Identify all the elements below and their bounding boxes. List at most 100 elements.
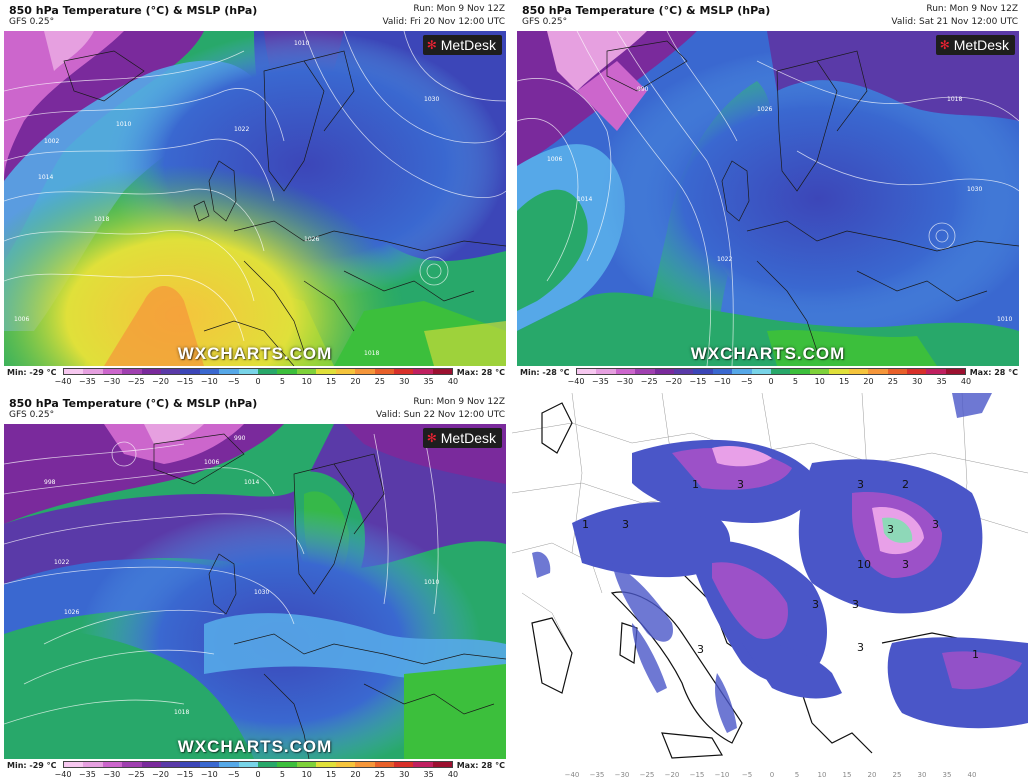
isobar-label: 1014 [38,174,53,181]
isobar-label: 1014 [244,479,259,486]
colorbar-swatch [64,369,84,374]
min-temp-label: Min: -28 °C [520,368,570,377]
colorbar-swatch [83,762,103,767]
metdesk-snowflake-icon: ✻ [939,38,950,52]
colorbar-tick-label: 5 [279,770,285,779]
temperature-map[interactable]: 990 1006 1014 1022 1026 1030 1018 1010 ✻… [517,31,1019,366]
colorbar-swatch [432,762,453,767]
temperature-scale: Min: -29 °C −40 −35 −30 −25 −20 −15 −10 −5 0 5 10 1… [1,367,509,389]
colorbar-tick-label: 0 [768,377,774,386]
colorbar-tick-label: −30 [103,770,121,779]
snow-depth-label: 2 [902,478,909,491]
colorbar-tick-label: 5 [279,377,285,386]
colorbar-tick-label: −10 [200,377,218,386]
colorbar-swatch [393,369,414,374]
colorbar-tick-label: −15 [689,377,707,386]
colorbar-swatch [945,369,966,374]
temperature-scale: Min: -28 °C −40 −35 −30 −25 −20 −15 −10 −5 0 5 10 1… [514,367,1022,389]
colorbar-swatch [102,369,123,374]
colorbar-swatch [577,369,597,374]
colorbar-swatch [199,762,220,767]
colorbar-tick-label: 20 [863,377,874,386]
colorbar-swatch [258,762,278,767]
temperature-map-graphic: 1002 1010 1014 1018 1022 1026 1030 1010 … [4,31,506,366]
colorbar-tick-label: 30 [399,770,410,779]
isobar-label: 1018 [174,709,189,716]
colorbar-tick-label: 20 [350,770,361,779]
colorbar-tick-label: 20 [867,771,877,779]
isobar-label: 1010 [424,579,439,586]
colorbar-tick-label: −30 [616,377,634,386]
colorbar-swatch [335,762,356,767]
snow-depth-label: 3 [622,518,629,531]
snow-depth-label: 3 [857,641,864,654]
run-label: Run: Mon 9 Nov 12Z [413,4,505,14]
colorbar-tick-label: 30 [917,771,927,779]
colorbar-tick-label: −10 [714,771,730,779]
colorbar-swatch [122,369,142,374]
model-label: GFS 0.25° [9,410,55,420]
colorbar-swatch [161,762,181,767]
snow-depth-label: 3 [812,598,819,611]
colorbar-swatch [790,369,810,374]
snow-depth-label: 3 [737,478,744,491]
colorbar-swatch [83,369,103,374]
colorbar-tick-label: 30 [399,377,410,386]
isobar-label: 990 [234,435,246,442]
isobar-label: 1026 [64,609,79,616]
colorbar-swatch [199,369,220,374]
colorbar-tick-label: 25 [892,771,902,779]
colorbar-tick-label: 5 [794,771,800,779]
map-panel-fri-20-nov: 850 hPa Temperature (°C) & MSLP (hPa) GF… [1,1,509,389]
metdesk-snowflake-icon: ✻ [426,38,437,52]
map-panel-sun-22-nov: 850 hPa Temperature (°C) & MSLP (hPa) GF… [1,394,509,782]
colorbar-swatch [258,369,278,374]
colorbar-swatch [180,369,200,374]
colorbar-tick-label: 15 [842,771,852,779]
colorbar-tick-label: 35 [936,377,947,386]
panel-title: 850 hPa Temperature (°C) & MSLP (hPa) [522,4,771,17]
snow-accumulation-map[interactable]: 3 3 2 1 3 3 3 10 3 1 3 3 3 3 1 −40 −35 −30… [512,393,1028,781]
isobar-label: 1022 [234,126,249,133]
max-temp-label: Max: 28 °C [969,368,1018,377]
colorbar-swatch [868,369,888,374]
temperature-map[interactable]: 1002 1010 1014 1018 1022 1026 1030 1010 … [4,31,506,366]
colorbar-tick-label: 10 [817,771,827,779]
snow-depth-label: 1 [972,648,979,661]
temperature-scale: Min: -29 °C −40 −35 −30 −25 −20 −15 −10 −5 0 5 10 1… [1,760,509,782]
max-temp-label: Max: 28 °C [456,761,505,770]
colorbar-ticks: −40 −35 −30 −25 −20 −15 −10 −5 0 5 10 15 20 25 30 35 40 [55,770,459,780]
colorbar-tick-label: −20 [152,770,169,779]
colorbar-swatch [296,762,317,767]
metdesk-logo: ✻ MetDesk [935,35,1015,55]
isobar-label: 1018 [94,216,109,223]
temperature-map-graphic: 990 1006 1014 1022 1026 1030 1018 1010 [517,31,1019,366]
colorbar-tick-label: 30 [912,377,923,386]
colorbar-tick-label: 40 [447,377,459,386]
colorbar-tick-label: 40 [960,377,972,386]
temperature-map[interactable]: 990 998 1006 1014 1022 1030 1026 1018 10… [4,424,506,759]
colorbar-swatch [219,762,239,767]
colorbar-swatch [316,762,336,767]
colorbar-swatch [712,369,733,374]
run-label: Run: Mon 9 Nov 12Z [413,397,505,407]
colorbar-tick-label: −15 [176,377,194,386]
colorbar-tick-label: 20 [350,377,361,386]
min-temp-label: Min: -29 °C [7,761,57,770]
colorbar [63,368,453,375]
colorbar-swatch [596,369,616,374]
colorbar-swatch [316,369,336,374]
colorbar-tick-label: 10 [301,770,312,779]
colorbar-swatch [122,762,142,767]
colorbar-tick-label: 25 [374,770,385,779]
max-temp-label: Max: 28 °C [456,368,505,377]
colorbar-swatch [635,369,655,374]
colorbar-tick-label: −25 [640,377,658,386]
snow-depth-label: 3 [887,523,894,536]
colorbar-tick-label: −5 [741,771,753,779]
isobar-label: 1010 [997,316,1012,323]
colorbar-swatch [102,762,123,767]
colorbar-swatch [277,369,297,374]
snow-colorbar-ticks: −40 −35 −30 −25 −20 −15 −10 −5 0 5 10 15 20 25 30 35 40 [565,771,977,781]
colorbar-swatch [926,369,946,374]
